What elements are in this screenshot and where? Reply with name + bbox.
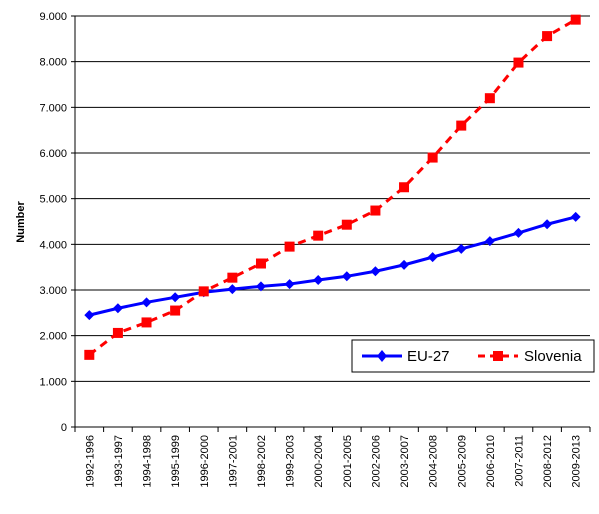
data-point-eu-27 [542,219,553,230]
data-point-eu-27 [513,227,524,238]
data-point-slovenia [370,205,381,216]
x-tick-label: 2002-2006 [370,435,382,488]
x-tick-label: 2001-2005 [342,435,354,488]
x-tick-label: 1996-2000 [199,435,211,488]
data-point-eu-27 [313,274,324,285]
legend-marker-slovenia [493,351,503,361]
data-point-eu-27 [170,292,181,303]
data-point-slovenia [456,120,467,131]
data-point-slovenia [570,14,581,25]
data-point-slovenia [399,182,410,193]
data-point-slovenia [284,241,295,252]
data-point-slovenia [84,349,95,360]
data-point-slovenia [112,327,123,338]
data-point-eu-27 [427,252,438,263]
y-tick-label: 8.000 [39,57,67,69]
data-point-eu-27 [484,236,495,247]
data-point-slovenia [542,31,553,42]
data-point-eu-27 [284,279,295,290]
x-tick-label: 2006-2010 [485,435,497,488]
data-point-slovenia [313,230,324,241]
x-tick-label: 2005-2009 [456,435,468,488]
x-tick-label: 1993-1997 [113,435,125,488]
data-point-slovenia [255,258,266,269]
series-layer [84,14,581,360]
data-point-eu-27 [84,310,95,321]
grid-layer [75,15,590,382]
y-tick-label: 0 [61,422,67,434]
data-point-eu-27 [399,259,410,270]
y-axis-title: Number [15,201,27,243]
data-point-slovenia [227,272,238,283]
data-point-slovenia [198,286,209,297]
y-tick-label: 2.000 [39,331,67,343]
y-tick-label: 9.000 [39,11,67,23]
legend-item-slovenia: Slovenia [478,348,582,365]
x-tick-label: 1997-2001 [227,435,239,488]
data-point-slovenia [484,93,495,104]
x-tick-label: 2004-2008 [428,435,440,488]
data-point-eu-27 [456,243,467,254]
x-tick-label: 1999-2003 [285,435,297,488]
data-point-slovenia [341,219,352,230]
x-tick-label: 1992-1996 [84,435,96,488]
data-point-eu-27 [141,297,152,308]
x-tick-label: 1998-2002 [256,435,268,488]
x-tick-label: 2008-2012 [542,435,554,488]
x-tick-label: 2007-2011 [513,435,525,487]
legend-item-eu27: EU-27 [362,348,450,365]
data-point-eu-27 [112,303,123,314]
data-point-eu-27 [370,266,381,277]
series-line-slovenia [88,18,577,357]
data-point-slovenia [141,317,152,328]
data-point-slovenia [427,152,438,163]
data-point-eu-27 [341,271,352,282]
data-point-eu-27 [255,281,266,292]
x-tick-label: 1995-1999 [170,435,182,488]
legend: EU-27 Slovenia [351,339,595,373]
y-tick-label: 6.000 [39,148,67,160]
x-tick-label: 2003-2007 [399,435,411,488]
legend-label-eu27: EU-27 [407,348,450,365]
y-tick-label: 7.000 [39,102,67,114]
data-point-slovenia [513,57,524,68]
legend-marker-eu27 [377,350,387,362]
x-tick-label: 1994-1998 [142,435,154,488]
y-tick-label: 3.000 [39,285,67,297]
x-tick-label: 2009-2013 [571,435,583,488]
data-point-eu-27 [570,211,581,222]
series-line-eu-27 [88,215,577,317]
axes-layer [71,15,591,432]
y-tick-label: 5.000 [39,194,67,206]
data-point-slovenia [170,305,181,316]
label-layer: 0 1.000 2.000 3.000 4.000 5.000 6.000 7.000 8.00… [39,11,582,488]
legend-label-slovenia: Slovenia [524,348,582,365]
y-tick-label: 1.000 [39,376,67,388]
x-tick-label: 2000-2004 [313,435,325,488]
data-point-eu-27 [227,284,238,295]
y-tick-label: 4.000 [39,239,67,251]
